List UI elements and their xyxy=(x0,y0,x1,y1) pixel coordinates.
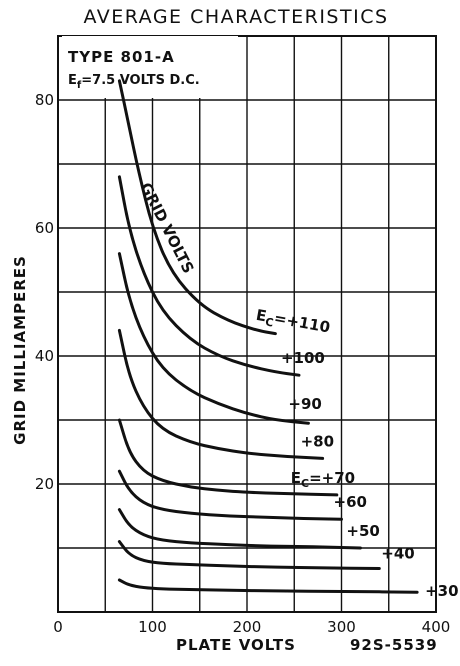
series-label: +60 xyxy=(334,493,367,511)
x-tick-label: 300 xyxy=(327,618,356,636)
x-tick-label: 100 xyxy=(138,618,167,636)
x-tick-label: 200 xyxy=(233,618,262,636)
series-label: +30 xyxy=(425,582,458,600)
x-axis-label: PLATE VOLTS xyxy=(176,636,296,654)
ticks-layer: 0 100 200 300 400 20 40 60 80 xyxy=(35,91,450,636)
series-label: EC=+70 xyxy=(291,469,355,490)
series-label: +50 xyxy=(346,522,379,540)
series-line xyxy=(117,508,362,550)
y-tick-label: 20 xyxy=(35,475,54,493)
filament-symbol: E xyxy=(68,73,77,88)
x-tick-label: 400 xyxy=(422,618,451,636)
filament-note: Ef=7.5 VOLTS D.C. xyxy=(68,73,200,91)
series-line xyxy=(117,418,339,497)
note-box xyxy=(62,36,238,98)
curves-layer xyxy=(117,79,419,594)
series-line xyxy=(117,469,343,521)
filament-value: =7.5 VOLTS D.C. xyxy=(81,73,199,88)
series-line xyxy=(117,79,277,336)
y-tick-label: 60 xyxy=(35,219,54,237)
series-label: +40 xyxy=(381,544,414,562)
series-label: +90 xyxy=(288,395,321,413)
series-label-value: =+70 xyxy=(309,469,355,487)
series-label-subscript: C xyxy=(301,477,309,490)
series-line xyxy=(117,328,325,460)
series-label: +80 xyxy=(301,432,334,450)
tube-type: TYPE 801-A xyxy=(68,48,175,66)
series-label-symbol: E xyxy=(291,469,301,487)
series-line xyxy=(117,175,301,377)
series-label: +100 xyxy=(281,349,325,367)
y-axis-label: GRID MILLIAMPERES xyxy=(11,255,29,445)
series-label-symbol: E xyxy=(255,306,268,326)
y-tick-label: 40 xyxy=(35,347,54,365)
figure-code: 92S-5539 xyxy=(350,636,438,654)
filament-subscript: f xyxy=(77,80,82,91)
chart-title: AVERAGE CHARACTERISTICS xyxy=(83,6,388,28)
y-tick-label: 80 xyxy=(35,91,54,109)
x-tick-label: 0 xyxy=(53,618,63,636)
series-label-subscript: C xyxy=(264,315,274,329)
series-line xyxy=(117,578,419,594)
series-label-value: =+110 xyxy=(273,309,332,337)
series-line xyxy=(117,540,381,570)
series-label: EC=+110 xyxy=(254,306,331,340)
series-line xyxy=(117,252,310,425)
